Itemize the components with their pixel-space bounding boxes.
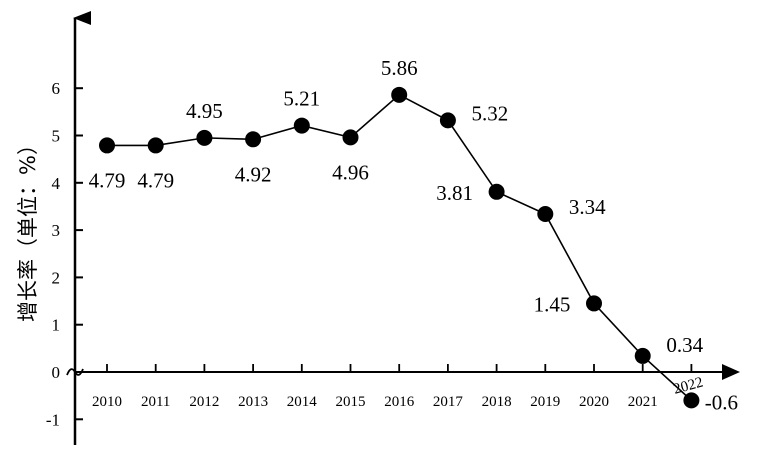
data-label: 3.81 xyxy=(436,181,473,205)
data-point xyxy=(439,112,456,129)
data-point xyxy=(147,137,164,154)
data-label: 4.79 xyxy=(89,168,126,192)
data-point xyxy=(293,117,310,134)
y-ticks: -1 0 1 2 3 4 5 6 xyxy=(46,79,83,429)
y-tick-label: 3 xyxy=(52,221,61,240)
x-tick-label: 2011 xyxy=(141,394,170,410)
data-label: -0.6 xyxy=(705,390,738,414)
x-tick-label: 2014 xyxy=(287,394,318,410)
data-point xyxy=(99,137,115,154)
y-tick-label: 5 xyxy=(52,127,61,146)
series-polyline xyxy=(107,93,692,401)
x-tick-label: 2013 xyxy=(238,394,268,410)
data-label: 4.95 xyxy=(186,99,223,123)
data-label: 5.32 xyxy=(472,101,509,125)
data-labels: 4.79 4.79 4.95 4.92 5.21 4.96 5.86 5.32 3.81 3.34… xyxy=(89,56,738,415)
data-label: 3.34 xyxy=(569,195,606,219)
data-label: 5.86 xyxy=(381,56,418,80)
data-point xyxy=(342,129,359,146)
x-tick-label: 2019 xyxy=(530,394,560,410)
y-tick-label: -1 xyxy=(46,410,60,429)
axes xyxy=(66,11,740,445)
x-axis-arrowhead xyxy=(722,364,740,380)
data-label: 4.79 xyxy=(137,168,174,192)
x-ticks: 2010 2011 2012 2013 2014 2015 2016 2017 2018 2019… xyxy=(92,364,705,410)
data-point xyxy=(634,347,651,364)
data-point xyxy=(488,183,505,200)
data-points xyxy=(99,86,700,409)
x-tick-label: 2018 xyxy=(482,394,512,410)
data-point xyxy=(391,86,408,103)
x-tick-label: 2012 xyxy=(189,394,219,410)
data-label: 4.92 xyxy=(235,162,272,186)
x-tick-label: 2016 xyxy=(384,394,415,410)
x-tick-label: 2010 xyxy=(92,394,122,410)
y-tick-label: 4 xyxy=(52,174,61,193)
data-point xyxy=(683,392,700,409)
x-tick-label: 2017 xyxy=(433,394,464,410)
y-tick-label: 0 xyxy=(52,363,61,382)
y-axis-label: 增长率（单位：%） xyxy=(16,134,40,322)
data-label: 5.21 xyxy=(283,87,320,111)
x-tick-label: 2022 xyxy=(672,375,705,398)
y-tick-label: 1 xyxy=(52,316,61,335)
data-point xyxy=(245,131,262,148)
data-label: 4.96 xyxy=(332,160,369,184)
y-tick-label: 6 xyxy=(52,79,61,98)
x-tick-label: 2020 xyxy=(579,394,609,410)
x-tick-label: 2021 xyxy=(628,394,658,410)
y-tick-label: 2 xyxy=(52,268,61,287)
x-tick-label: 2015 xyxy=(336,394,366,410)
data-point xyxy=(586,295,602,312)
series-line xyxy=(107,93,692,401)
data-label: 1.45 xyxy=(534,292,571,316)
data-point xyxy=(537,206,554,223)
data-point xyxy=(196,129,213,146)
data-label: 0.34 xyxy=(666,333,703,357)
